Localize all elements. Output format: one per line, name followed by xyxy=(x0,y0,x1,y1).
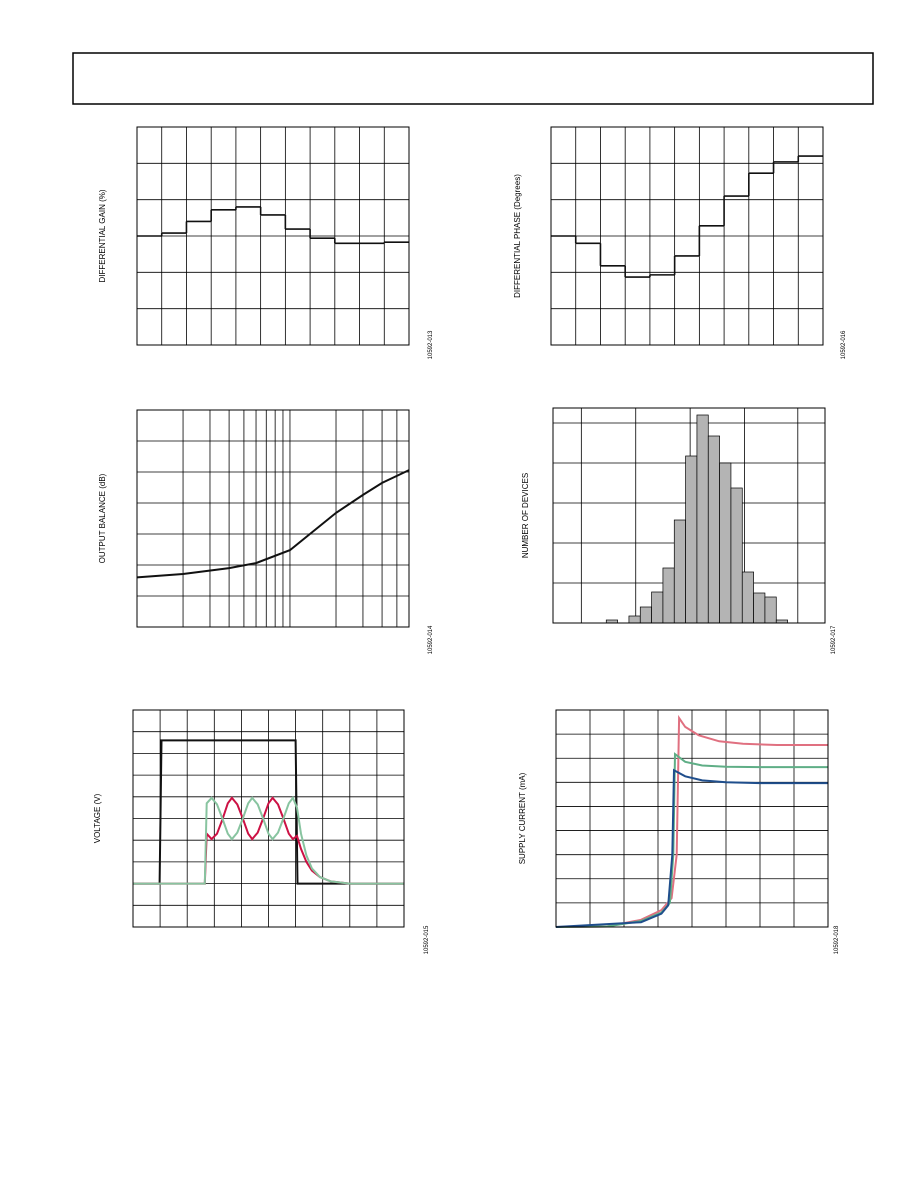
figure-id: 10592-014 xyxy=(428,625,434,654)
bar xyxy=(741,571,754,624)
y-axis-label: DIFFERENTIAL GAIN (%) xyxy=(98,189,107,282)
figure-id: 10592-018 xyxy=(834,925,840,954)
y-axis-label: DIFFERENTIAL PHASE (Degrees) xyxy=(513,174,522,298)
figure-id: 10592-017 xyxy=(831,625,837,654)
bar xyxy=(639,606,652,624)
figure-id: 10592-015 xyxy=(424,925,430,954)
y-axis-label: VOLTAGE (V) xyxy=(93,793,102,843)
bar xyxy=(764,596,777,624)
bar xyxy=(673,519,686,624)
plot-frame xyxy=(136,126,410,346)
bar xyxy=(730,487,743,624)
bar xyxy=(753,592,766,624)
figure-id: 10592-013 xyxy=(428,330,434,359)
line xyxy=(136,469,410,579)
bar xyxy=(719,462,732,624)
y-axis-label: NUMBER OF DEVICES xyxy=(521,473,530,558)
bar xyxy=(696,414,709,624)
bar xyxy=(651,591,664,624)
plot-frame xyxy=(555,709,829,928)
plot-frame xyxy=(550,126,824,346)
bar xyxy=(707,435,720,624)
plot-frame xyxy=(136,409,410,628)
bar xyxy=(685,455,698,624)
line xyxy=(133,796,404,885)
header-box xyxy=(72,52,874,105)
line xyxy=(555,768,828,928)
plot-frame xyxy=(552,407,826,624)
plot-frame xyxy=(132,709,405,928)
line xyxy=(133,795,404,885)
y-axis-label: SUPPLY CURRENT (mA) xyxy=(518,772,527,864)
line xyxy=(555,714,828,928)
bar xyxy=(662,567,675,624)
bar xyxy=(628,615,641,624)
figure-id: 10592-016 xyxy=(841,330,847,359)
y-axis-label: OUTPUT BALANCE (dB) xyxy=(98,473,107,563)
